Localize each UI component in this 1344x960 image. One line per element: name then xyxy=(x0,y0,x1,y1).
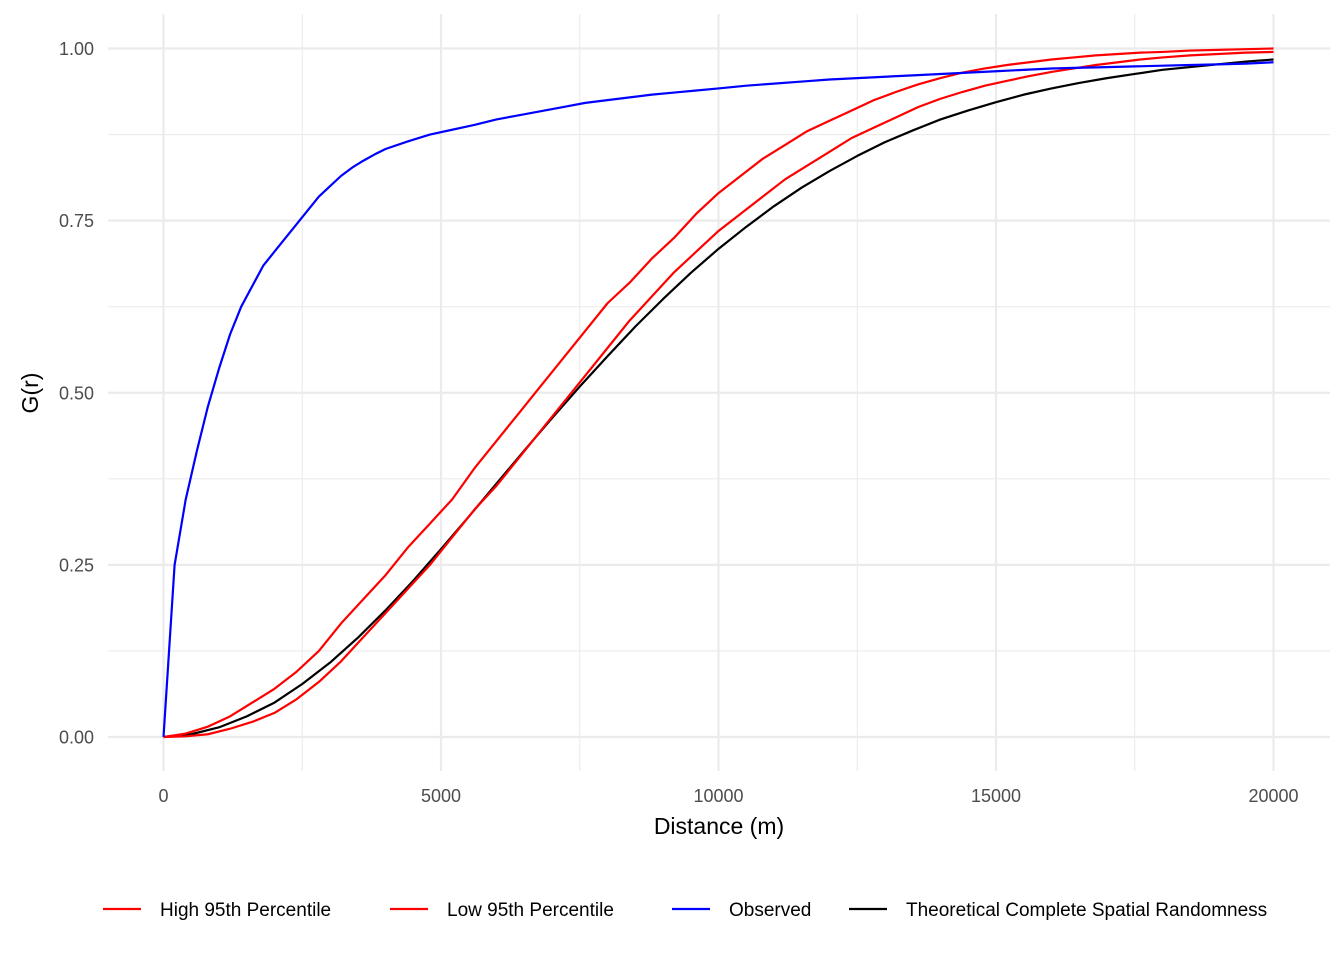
grid-lines xyxy=(108,14,1330,771)
y-tick-label: 1.00 xyxy=(59,39,94,59)
y-tick-label: 0.00 xyxy=(59,728,94,748)
legend: High 95th Percentile Low 95th Percentile O… xyxy=(103,900,1267,921)
x-tick-label: 10000 xyxy=(693,786,743,806)
tick-labels: 0.00 0.25 0.50 0.75 1.00 0 5000 10000 15000 20000 xyxy=(59,39,1299,806)
y-tick-label: 0.75 xyxy=(59,211,94,231)
x-axis-title: Distance (m) xyxy=(654,813,784,839)
y-tick-label: 0.25 xyxy=(59,555,94,575)
legend-label-theoretical-complete-spatial-randomness: Theoretical Complete Spatial Randomness xyxy=(906,900,1267,921)
legend-label-high-95th-percentile: High 95th Percentile xyxy=(160,900,331,921)
series-line-theoretical-complete-spatial-randomness xyxy=(163,58,1274,739)
legend-label-low-95th-percentile: Low 95th Percentile xyxy=(447,900,614,921)
series-line-high-95th-percentile xyxy=(163,47,1274,739)
legend-label-observed: Observed xyxy=(729,900,811,921)
y-axis-title: G(r) xyxy=(17,373,43,414)
y-tick-label: 0.50 xyxy=(59,383,94,403)
x-tick-label: 15000 xyxy=(971,786,1021,806)
series-lines xyxy=(162,47,1274,739)
x-tick-label: 20000 xyxy=(1248,786,1298,806)
series-line-observed xyxy=(162,61,1274,738)
x-tick-label: 0 xyxy=(158,786,168,806)
x-tick-label: 5000 xyxy=(421,786,461,806)
